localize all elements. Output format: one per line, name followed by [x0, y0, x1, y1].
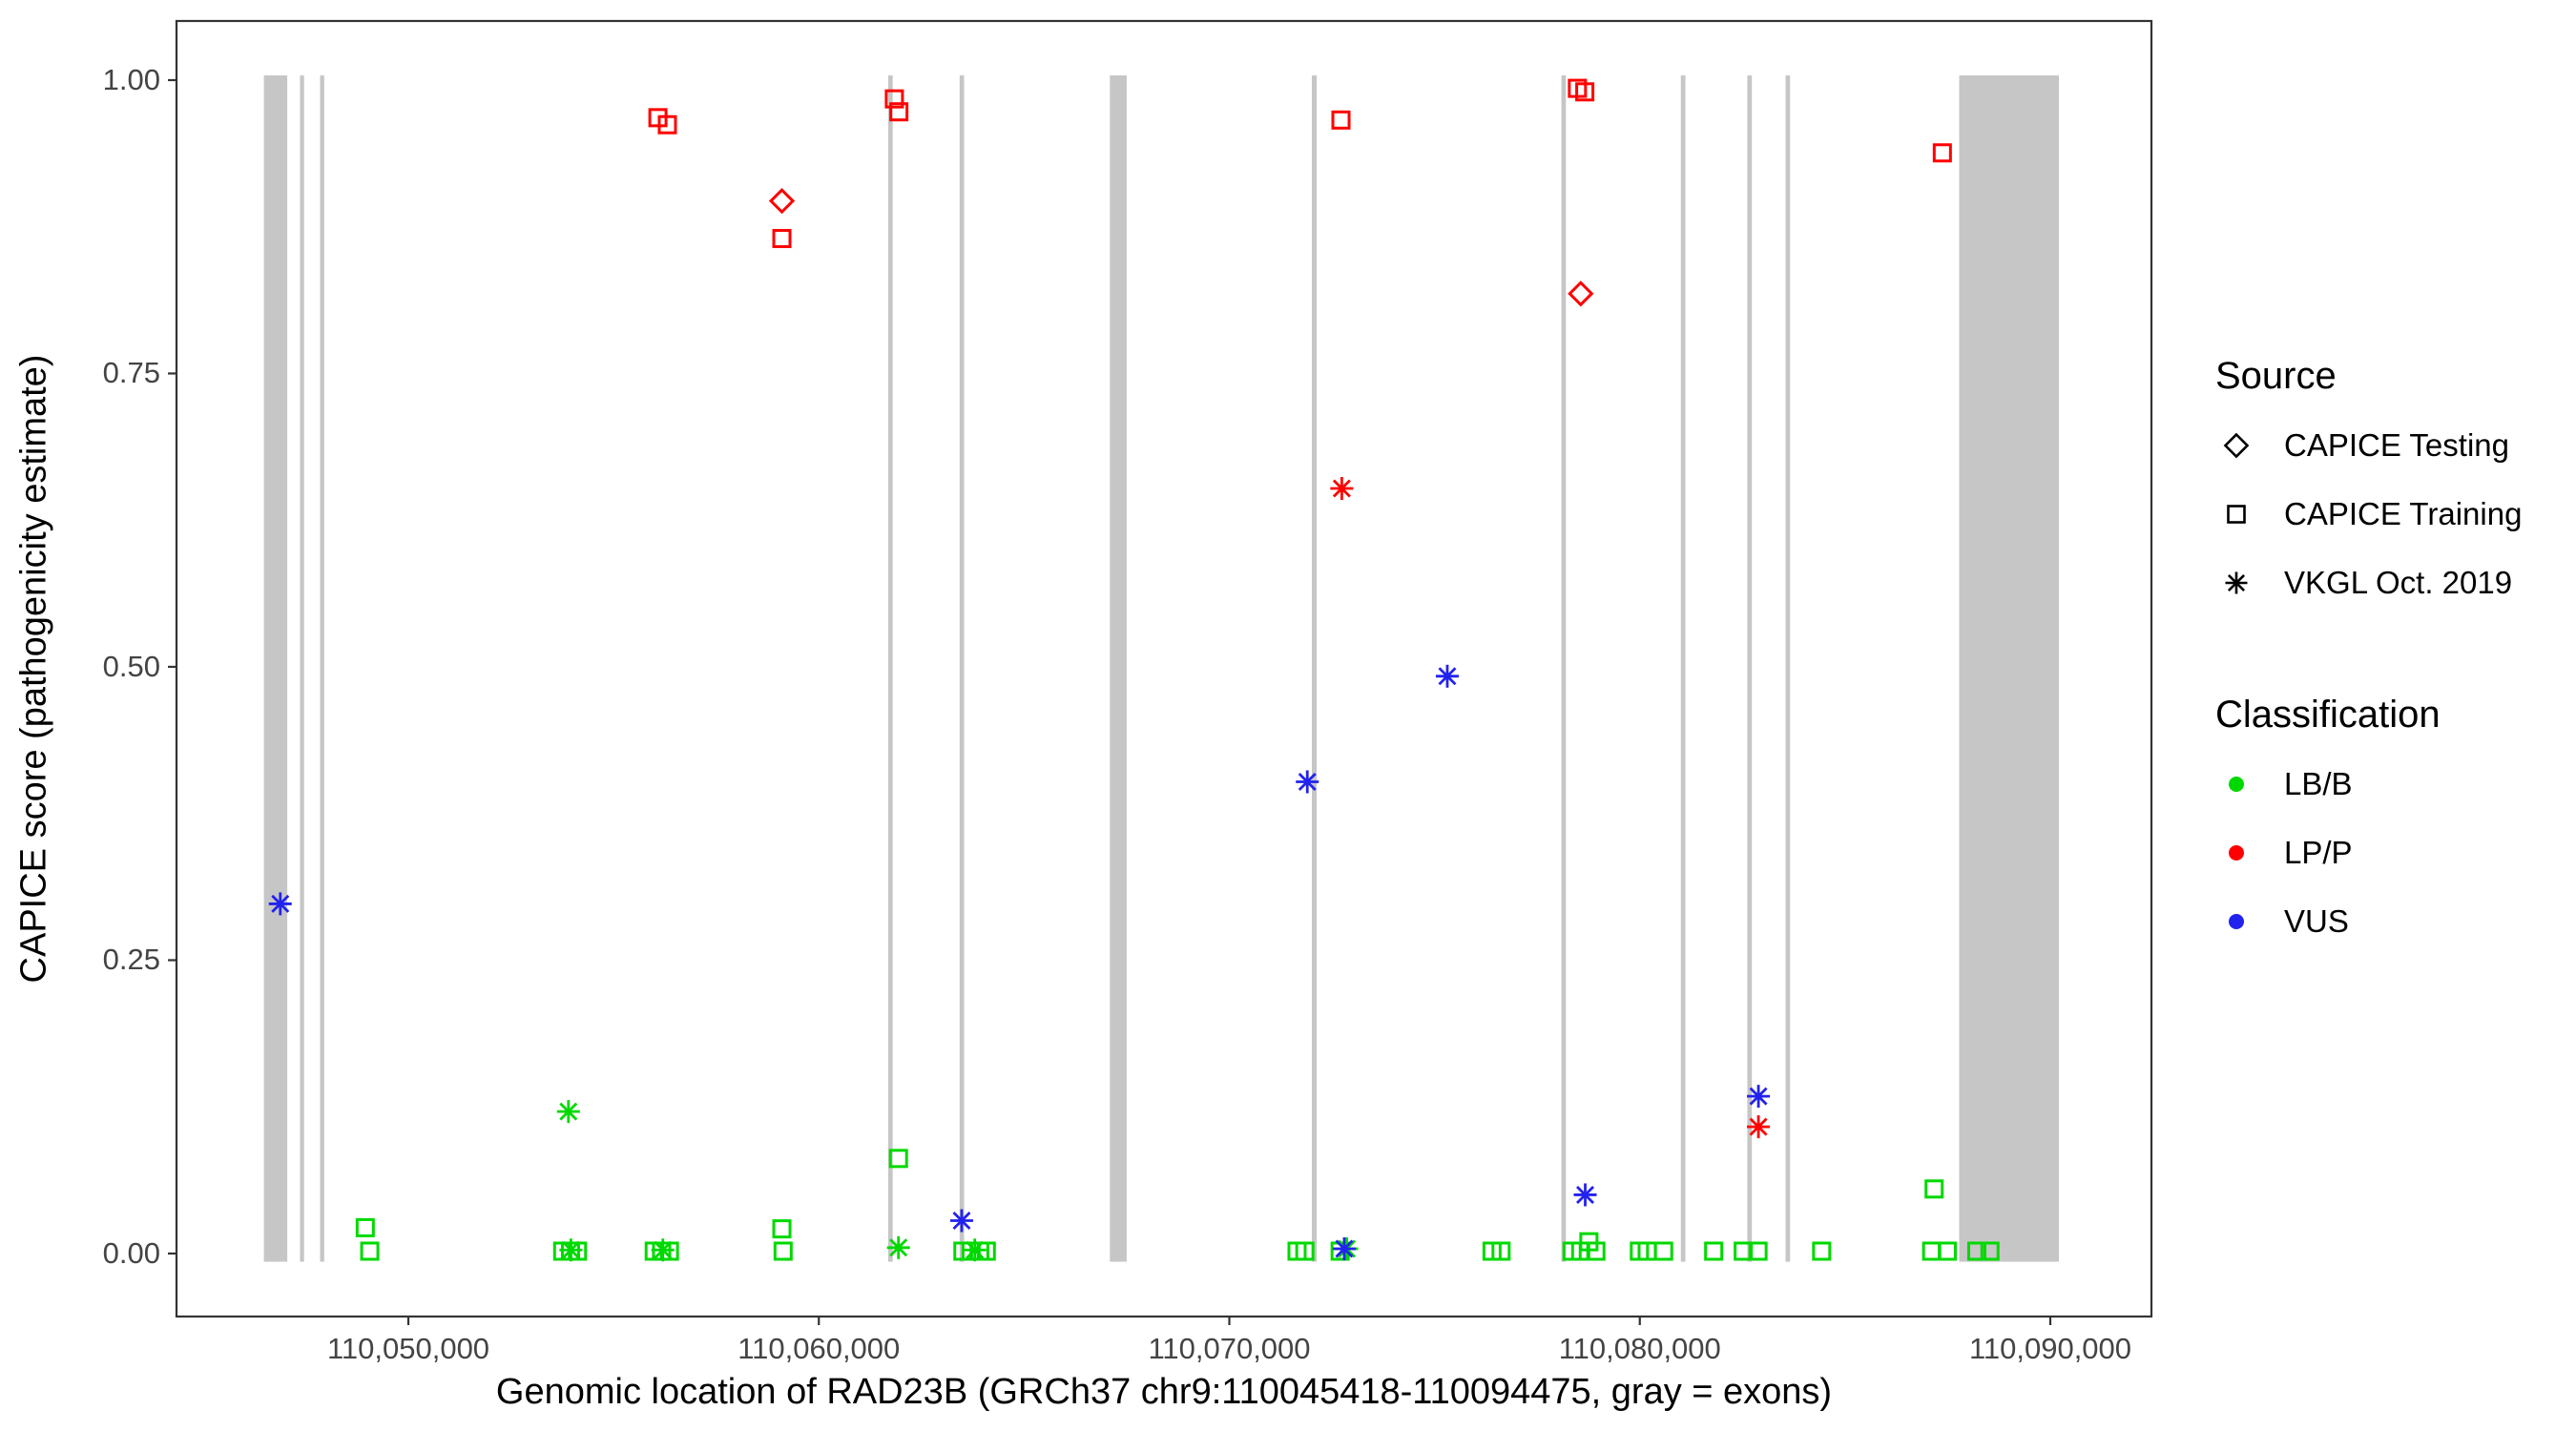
- data-point: [1435, 664, 1459, 688]
- legend-item-vus: VUS: [2215, 887, 2522, 956]
- exon-region: [1680, 75, 1686, 1262]
- data-point: [1332, 1237, 1356, 1261]
- y-tick-label: 0.00: [102, 1235, 160, 1270]
- data-point: [651, 1238, 675, 1262]
- legend-source-section: Source CAPICE Testing CAPICE Training: [2215, 355, 2522, 617]
- exon-region: [887, 75, 893, 1262]
- x-tick-label: 110,080,000: [1558, 1332, 1721, 1365]
- data-point: [1568, 280, 1594, 307]
- open-square-icon: [2227, 505, 2246, 524]
- data-point: [888, 1149, 908, 1169]
- y-tick-label: 0.50: [102, 649, 160, 683]
- series-diamond-lpp: [768, 188, 1594, 307]
- exon-region: [1311, 75, 1318, 1262]
- data-point: [1980, 1241, 2000, 1261]
- open-diamond-icon: [2223, 432, 2250, 459]
- x-tick-label: 110,090,000: [1968, 1332, 2132, 1365]
- data-point: [889, 102, 909, 122]
- legend-item-capice-training: CAPICE Training: [2215, 480, 2522, 549]
- exon-region: [959, 75, 965, 1262]
- data-point: [1575, 82, 1595, 102]
- data-point: [1704, 1241, 1724, 1261]
- data-point: [1296, 770, 1319, 794]
- data-point: [772, 1219, 792, 1239]
- data-point: [1653, 1241, 1673, 1261]
- legend-item-label: CAPICE Training: [2284, 496, 2523, 531]
- data-point: [1932, 143, 1952, 163]
- data-point: [884, 89, 904, 109]
- series-asterisk-lpp: [1330, 477, 1771, 1139]
- data-point: [1295, 1241, 1315, 1261]
- series-asterisk-lbb: [556, 1100, 1359, 1262]
- data-point: [1747, 1085, 1771, 1109]
- x-tick-label: 110,060,000: [737, 1332, 901, 1365]
- exon-region: [300, 75, 304, 1262]
- exon-region: [1747, 75, 1753, 1262]
- panel-border: [175, 19, 2153, 1318]
- green-dot-icon: [2229, 777, 2244, 792]
- data-point: [1812, 1241, 1832, 1261]
- data-point: [1586, 1241, 1606, 1261]
- legend-classification-title: Classification: [2215, 694, 2441, 736]
- data-point: [1573, 1183, 1597, 1207]
- exon-region: [1110, 75, 1127, 1262]
- data-point: [1747, 1115, 1771, 1139]
- data-point: [949, 1209, 973, 1233]
- y-tick-label: 0.25: [102, 943, 160, 977]
- data-point: [1922, 1241, 1942, 1261]
- data-point: [963, 1238, 987, 1262]
- legend-classification-section: Classification LB/B LP/P VUS: [2215, 694, 2522, 956]
- legend-item-label: VUS: [2284, 903, 2349, 939]
- legend-item-label: VKGL Oct. 2019: [2284, 565, 2513, 600]
- data-point: [1734, 1241, 1754, 1261]
- data-point: [886, 1235, 910, 1259]
- data-point: [773, 1241, 793, 1261]
- data-point: [360, 1241, 380, 1261]
- legend-item-vkgl: VKGL Oct. 2019: [2215, 549, 2522, 617]
- series-asterisk-vus: [268, 664, 1771, 1261]
- x-tick-label: 110,070,000: [1148, 1332, 1311, 1365]
- legend-item-capice-testing: CAPICE Testing: [2215, 411, 2522, 480]
- data-point: [1924, 1179, 1944, 1199]
- data-point: [1331, 110, 1351, 130]
- data-point: [556, 1100, 580, 1124]
- legend-source-title: Source: [2215, 355, 2337, 397]
- y-tick-label: 0.75: [102, 356, 160, 390]
- legend-item-label: LB/B: [2284, 766, 2353, 801]
- y-tick-label: 1.00: [102, 62, 160, 96]
- red-dot-icon: [2229, 845, 2244, 861]
- data-point: [1748, 1241, 1768, 1261]
- data-point: [268, 892, 292, 916]
- legend-item-lbb: LB/B: [2215, 750, 2522, 819]
- exon-region: [320, 75, 324, 1262]
- legend-item-label: CAPICE Testing: [2284, 427, 2509, 463]
- exon-region: [263, 75, 288, 1262]
- legend: Source CAPICE Testing CAPICE Training: [2215, 355, 2522, 956]
- exon-region: [1959, 75, 2060, 1262]
- data-point: [355, 1217, 375, 1237]
- exon-region: [1785, 75, 1791, 1262]
- data-point: [772, 229, 792, 249]
- x-tick-label: 110,050,000: [326, 1332, 490, 1365]
- data-point: [1330, 477, 1354, 501]
- data-point: [1937, 1241, 1957, 1261]
- asterisk-icon: [2225, 571, 2248, 594]
- series-square-lpp: [648, 78, 1952, 249]
- blue-dot-icon: [2229, 914, 2244, 929]
- exon-region: [1561, 75, 1567, 1262]
- data-point: [768, 188, 796, 215]
- data-point: [1966, 1241, 1986, 1261]
- legend-item-label: LP/P: [2284, 835, 2353, 870]
- series-square-lbb: [355, 1149, 2000, 1261]
- x-axis-title: Genomic location of RAD23B (GRCh37 chr9:…: [495, 1372, 1833, 1412]
- legend-item-lpp: LP/P: [2215, 819, 2522, 887]
- data-point: [1491, 1241, 1511, 1261]
- data-point: [657, 114, 677, 135]
- data-point: [559, 1238, 583, 1262]
